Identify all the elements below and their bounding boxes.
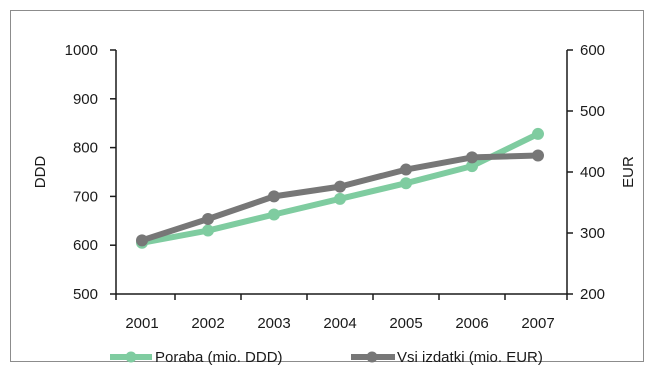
left-tick-label: 800 — [73, 140, 98, 157]
right-axis-title: EUR — [620, 156, 637, 188]
data-point-expenditure — [268, 190, 280, 203]
series-layer — [136, 127, 544, 249]
data-point-consumption — [202, 224, 214, 237]
right-tick-label: 300 — [580, 225, 605, 242]
x-tick-label: 2002 — [191, 315, 224, 332]
left-axis-ticks: 500 600 700 800 900 1000 — [65, 42, 116, 303]
right-tick-label: 400 — [580, 164, 605, 181]
right-tick-label: 500 — [580, 103, 605, 120]
data-point-expenditure — [136, 234, 148, 247]
x-tick-label: 2006 — [455, 315, 488, 332]
data-point-expenditure — [400, 163, 412, 176]
data-point-consumption — [532, 127, 544, 140]
legend-item-consumption: Poraba (mio. DDD) — [110, 349, 283, 366]
left-tick-label: 700 — [73, 188, 98, 205]
x-tick-label: 2005 — [389, 315, 422, 332]
x-tick-label: 2007 — [521, 315, 554, 332]
data-point-expenditure — [334, 180, 346, 193]
legend-label-consumption: Poraba (mio. DDD) — [155, 349, 283, 366]
data-point-consumption — [466, 160, 478, 173]
left-tick-label: 600 — [73, 237, 98, 254]
right-axis-ticks: 200 300 400 500 600 — [567, 42, 605, 303]
x-tick-label: 2004 — [323, 315, 356, 332]
left-tick-label: 500 — [73, 286, 98, 303]
data-point-expenditure — [466, 151, 478, 164]
data-point-consumption — [334, 192, 346, 205]
x-tick-label: 2003 — [257, 315, 290, 332]
legend-swatch-expenditure-marker — [366, 351, 378, 363]
legend-label-expenditure: Vsi izdatki (mio. EUR) — [397, 349, 543, 366]
right-tick-label: 200 — [580, 286, 605, 303]
x-axis-ticks: 2001 2002 2003 2004 2005 2006 2007 — [115, 294, 568, 332]
x-tick-label: 2001 — [125, 315, 158, 332]
left-tick-label: 900 — [73, 91, 98, 108]
data-point-consumption — [400, 177, 412, 190]
right-tick-label: 600 — [580, 42, 605, 59]
legend: Poraba (mio. DDD) Vsi izdatki (mio. EUR) — [110, 349, 543, 366]
data-point-expenditure — [532, 149, 544, 162]
data-point-expenditure — [202, 212, 214, 225]
left-axis-title: DDD — [32, 156, 49, 189]
data-point-consumption — [268, 208, 280, 221]
left-tick-label: 1000 — [65, 42, 98, 59]
legend-swatch-consumption-marker — [125, 351, 137, 363]
legend-item-expenditure: Vsi izdatki (mio. EUR) — [351, 349, 543, 366]
